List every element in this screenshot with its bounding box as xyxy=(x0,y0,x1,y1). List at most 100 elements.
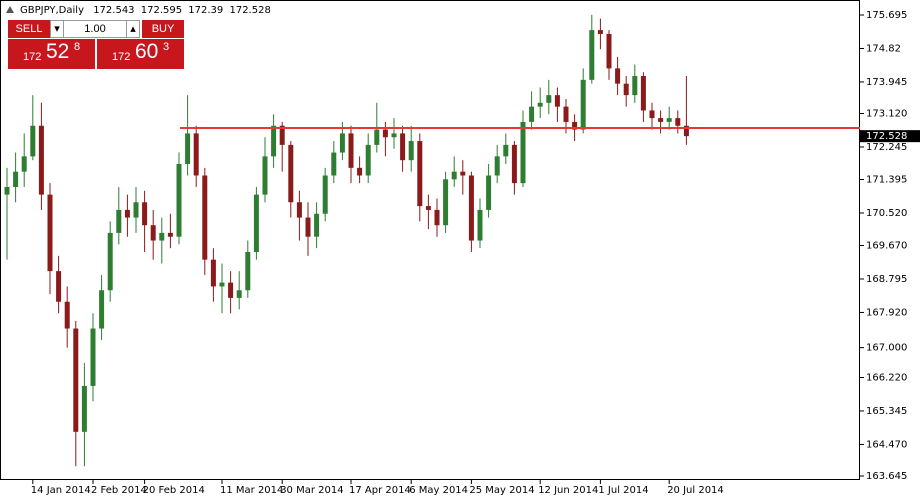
candle-body xyxy=(279,125,285,145)
x-tick-label: 20 Feb 2014 xyxy=(143,485,205,496)
lot-value: 1.00 xyxy=(84,23,106,35)
candle-body xyxy=(357,167,363,176)
candle-body xyxy=(150,225,156,241)
sell-button[interactable]: SELL xyxy=(8,20,50,38)
candle-body xyxy=(597,30,603,34)
candle-body xyxy=(417,141,423,207)
lot-input[interactable]: ▾ 1.00 ▴ xyxy=(50,20,140,38)
candle-body xyxy=(202,175,208,260)
candle-body xyxy=(520,121,526,184)
candle-body xyxy=(563,106,569,122)
candle-body xyxy=(503,144,509,157)
candle-body xyxy=(81,385,87,432)
candle-body xyxy=(107,232,113,291)
candle-body xyxy=(572,121,578,130)
candle-body xyxy=(589,30,595,80)
candle-body xyxy=(400,133,406,161)
one-click-panel: SELL ▾ 1.00 ▴ BUY 172 52 8 172 60 3 xyxy=(8,20,184,69)
y-tick-label: 170.520 xyxy=(866,208,907,219)
candle-body xyxy=(675,118,681,126)
candle-body xyxy=(683,125,689,137)
candle-body xyxy=(228,282,234,298)
y-tick-label: 173.945 xyxy=(866,77,907,88)
buy-button[interactable]: BUY xyxy=(142,20,184,38)
candle-body xyxy=(331,152,337,176)
y-tick-label: 164.470 xyxy=(866,439,907,450)
chart-header: GBPJPY,Daily 172.543 172.595 172.39 172.… xyxy=(20,5,271,16)
candle-body xyxy=(348,133,354,168)
candle-body xyxy=(314,213,320,237)
x-tick-label: 12 Jun 2014 xyxy=(538,485,598,496)
candle-body xyxy=(64,301,70,329)
candle-body xyxy=(210,259,216,287)
ohlc-low: 172.39 xyxy=(188,5,223,16)
ohlc-high: 172.595 xyxy=(141,5,182,16)
candle-body xyxy=(632,76,638,96)
candle-body xyxy=(167,232,173,237)
x-tick-label: 6 May 2014 xyxy=(409,485,468,496)
candle-body xyxy=(253,194,259,253)
x-tick-label: 30 Mar 2014 xyxy=(280,485,343,496)
candle-body xyxy=(116,209,122,233)
candle-body xyxy=(271,125,277,157)
candle-body xyxy=(649,110,655,119)
candle-body xyxy=(486,175,492,210)
candle-body xyxy=(580,79,586,130)
candle-body xyxy=(13,171,19,187)
x-tick-label: 1 Jul 2014 xyxy=(598,485,648,496)
candle-body xyxy=(640,76,646,111)
candle-body xyxy=(99,290,105,329)
candle-body xyxy=(468,175,474,241)
y-tick-label: 169.670 xyxy=(866,241,907,252)
candle-body xyxy=(262,156,268,195)
candle-body xyxy=(30,125,36,157)
bid-pips: 52 xyxy=(46,40,70,63)
candle-body xyxy=(124,209,130,218)
candle-body xyxy=(142,202,148,226)
candle-body xyxy=(391,133,397,138)
candle-body xyxy=(236,290,242,298)
candle-body xyxy=(443,179,449,226)
candle-body xyxy=(666,118,672,122)
candle-body xyxy=(365,144,371,176)
bid-price[interactable]: 172 52 8 xyxy=(8,39,95,69)
candle-body xyxy=(176,164,182,237)
y-tick-label: 163.645 xyxy=(866,471,907,482)
candle-body xyxy=(288,144,294,203)
candle-body xyxy=(546,95,552,103)
candle-body xyxy=(529,106,535,122)
candle-body xyxy=(623,83,629,96)
bid-frac: 8 xyxy=(74,41,81,53)
x-tick-label: 20 Jul 2014 xyxy=(667,485,724,496)
candle-body xyxy=(4,186,10,195)
y-tick-label: 166.220 xyxy=(866,372,907,383)
y-tick-label: 172.245 xyxy=(866,142,907,153)
ask-price[interactable]: 172 60 3 xyxy=(97,39,184,69)
candle-body xyxy=(606,33,612,69)
y-tick-label: 173.120 xyxy=(866,109,907,120)
plot-frame xyxy=(0,0,860,480)
menu-icon[interactable] xyxy=(6,6,14,13)
price-tag: 172.528 xyxy=(866,131,907,142)
y-tick-label: 171.395 xyxy=(866,175,907,186)
x-tick-label: 25 May 2014 xyxy=(469,485,534,496)
candle-body xyxy=(56,271,62,302)
candle-body xyxy=(296,202,302,218)
candle-body xyxy=(245,252,251,291)
candle-body xyxy=(339,133,345,153)
candle-body xyxy=(408,141,414,161)
candle-body xyxy=(219,282,225,287)
candle-body xyxy=(451,171,457,180)
candle-body xyxy=(305,217,311,237)
ohlc-open: 172.543 xyxy=(93,5,134,16)
x-tick-label: 2 Feb 2014 xyxy=(91,485,147,496)
candle-body xyxy=(322,175,328,214)
candle-body xyxy=(193,133,199,176)
y-tick-label: 174.82 xyxy=(866,43,901,54)
symbol: GBPJPY,Daily xyxy=(20,5,84,16)
y-tick-label: 175.695 xyxy=(866,10,907,21)
candle-body xyxy=(537,102,543,107)
bid-big: 172 xyxy=(23,51,42,63)
x-tick-label: 11 Mar 2014 xyxy=(220,485,283,496)
